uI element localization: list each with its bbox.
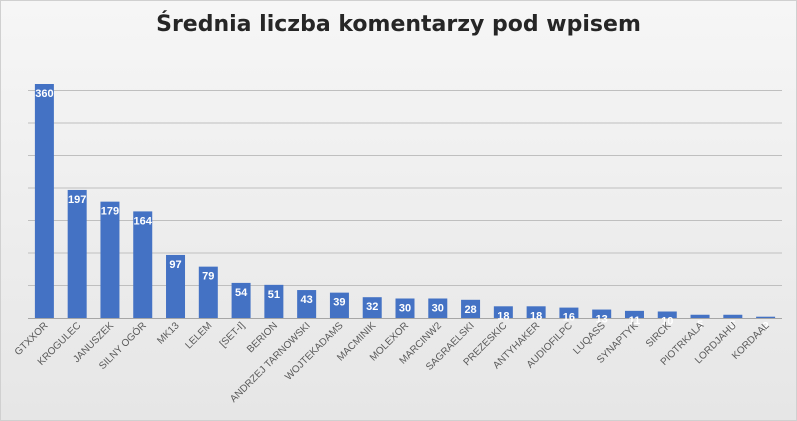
bar-7 — [264, 284, 284, 318]
data-label-8: 43 — [301, 294, 313, 306]
bar-18 — [624, 310, 644, 318]
bar-10 — [362, 297, 382, 318]
data-label-9: 39 — [333, 297, 345, 309]
data-label-19: 10 — [661, 316, 673, 328]
data-label-5: 79 — [202, 271, 214, 283]
bar-20 — [690, 314, 710, 318]
x-tick-label-19: SIRCK — [644, 320, 674, 350]
bar-12 — [428, 298, 448, 318]
data-label-0: 360 — [35, 88, 53, 100]
bar-8 — [297, 290, 317, 318]
x-tick-label-9: WOJTEKADAMS — [283, 320, 346, 383]
data-label-4: 97 — [169, 259, 181, 271]
bar-19 — [657, 311, 677, 318]
bar-9 — [329, 292, 349, 318]
bar-3 — [133, 211, 153, 318]
bar-14 — [493, 306, 513, 318]
bar-21 — [723, 314, 743, 318]
data-label-15: 18 — [530, 310, 542, 322]
bar-1 — [67, 189, 87, 318]
data-label-13: 28 — [464, 304, 476, 316]
bar-15 — [526, 306, 546, 318]
x-tick-label-5: LELEM — [183, 320, 214, 351]
data-label-16: 16 — [563, 312, 575, 324]
bar-22 — [756, 316, 776, 318]
data-label-12: 30 — [432, 303, 444, 315]
bar-0 — [34, 84, 54, 318]
data-label-6: 54 — [235, 287, 248, 299]
data-label-20: 5 — [697, 319, 703, 331]
bar-11 — [395, 298, 415, 318]
bar-6 — [231, 282, 251, 318]
data-label-11: 30 — [399, 303, 411, 315]
chart-title: Średnia liczba komentarzy pod wpisem — [156, 12, 641, 37]
data-label-14: 18 — [497, 310, 509, 322]
data-label-7: 51 — [268, 289, 280, 301]
x-tick-label-4: MK13 — [155, 320, 182, 347]
data-label-22: 2 — [763, 321, 769, 333]
data-label-21: 5 — [730, 319, 736, 331]
data-label-1: 197 — [68, 194, 86, 206]
data-label-10: 32 — [366, 301, 378, 313]
data-label-18: 11 — [629, 315, 641, 327]
data-label-17: 13 — [596, 314, 608, 326]
bar-5 — [198, 266, 218, 318]
bar-4 — [166, 254, 186, 318]
data-label-3: 164 — [134, 215, 153, 227]
x-tick-label-6: [SET-I] — [218, 320, 248, 350]
bar-17 — [592, 309, 612, 318]
bar-2 — [100, 201, 120, 318]
bar-16 — [559, 307, 579, 318]
bar-13 — [461, 299, 481, 318]
data-label-2: 179 — [101, 206, 119, 218]
